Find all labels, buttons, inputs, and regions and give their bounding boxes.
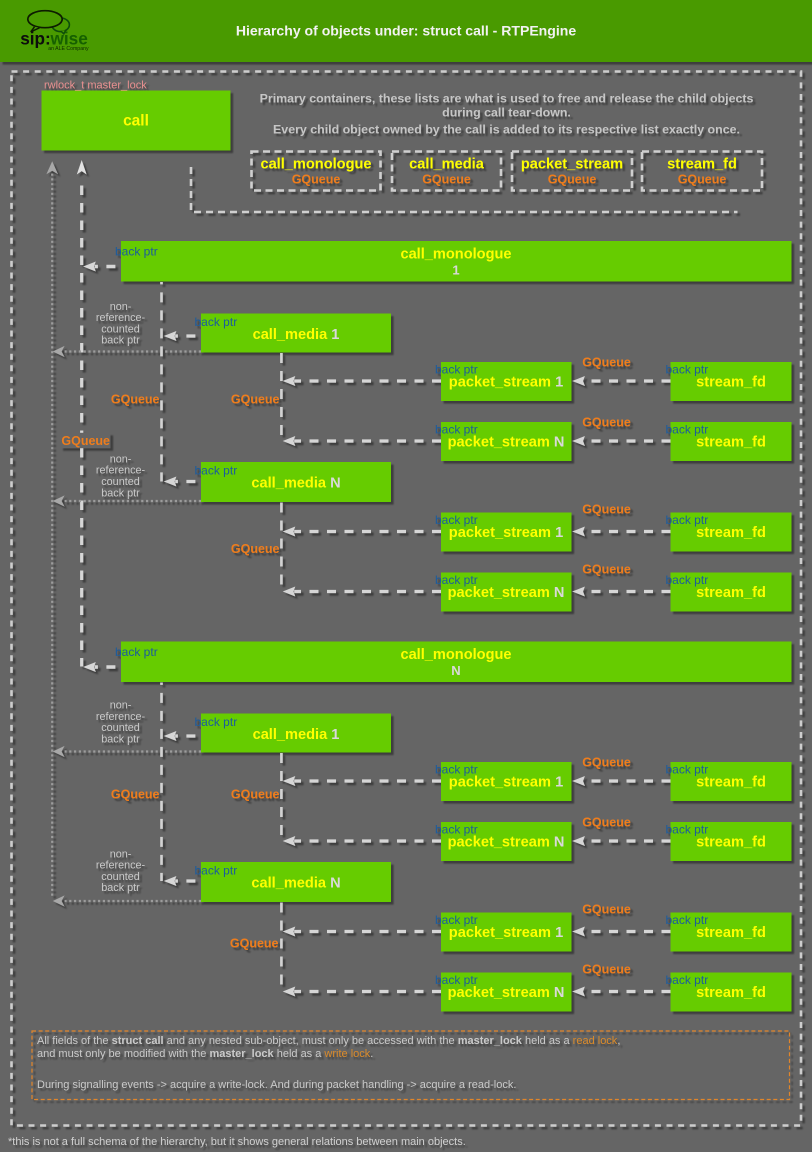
svg-text:reference-: reference-	[96, 711, 146, 723]
svg-text:stream_fd: stream_fd	[696, 925, 766, 941]
svg-text:Hierarchy of objects under: st: Hierarchy of objects under: struct call …	[236, 23, 577, 39]
svg-text:reference-: reference-	[96, 312, 146, 324]
svg-text:stream_fd: stream_fd	[696, 985, 766, 1001]
svg-text:GQueue: GQueue	[582, 962, 631, 976]
svg-text:an ALE Company: an ALE Company	[48, 46, 89, 52]
svg-text:back ptr: back ptr	[435, 423, 478, 437]
svg-text:back ptr: back ptr	[195, 864, 238, 878]
svg-text:GQueue: GQueue	[231, 392, 280, 406]
svg-text:call_media N: call_media N	[251, 475, 340, 491]
svg-text:non-: non-	[110, 453, 132, 465]
svg-text:GQueue: GQueue	[582, 355, 631, 369]
svg-text:back ptr: back ptr	[195, 315, 238, 329]
svg-text:back ptr: back ptr	[435, 763, 478, 777]
svg-text:reference-: reference-	[96, 860, 146, 872]
svg-text:reference-: reference-	[96, 465, 146, 477]
svg-text:back ptr: back ptr	[101, 733, 140, 745]
svg-text:counted: counted	[101, 476, 139, 488]
svg-text:non-: non-	[110, 848, 132, 860]
svg-text:GQueue: GQueue	[111, 787, 160, 801]
svg-text:back ptr: back ptr	[115, 244, 158, 258]
svg-text:GQueue: GQueue	[582, 415, 631, 429]
svg-text:Primary containers, these list: Primary containers, these lists are what…	[260, 92, 754, 106]
svg-text:stream_fd: stream_fd	[696, 374, 766, 390]
svg-text:call_media 1: call_media 1	[253, 327, 340, 343]
svg-text:GQueue: GQueue	[678, 172, 727, 186]
svg-text:back ptr: back ptr	[666, 973, 709, 987]
svg-text:back ptr: back ptr	[666, 513, 709, 527]
svg-text:back ptr: back ptr	[666, 823, 709, 837]
svg-text:back ptr: back ptr	[666, 363, 709, 377]
svg-text:GQueue: GQueue	[548, 172, 597, 186]
svg-text:back ptr: back ptr	[435, 823, 478, 837]
svg-text:GQueue: GQueue	[231, 542, 280, 556]
svg-text:sip:: sip:	[20, 28, 51, 48]
svg-text:packet_stream N: packet_stream N	[448, 834, 565, 850]
svg-text:stream_fd: stream_fd	[696, 834, 766, 850]
svg-text:packet_stream 1: packet_stream 1	[449, 774, 563, 790]
svg-text:call_monologue: call_monologue	[400, 247, 511, 263]
svg-text:counted: counted	[101, 722, 139, 734]
svg-text:GQueue: GQueue	[61, 434, 110, 448]
svg-text:GQueue: GQueue	[582, 755, 631, 769]
svg-text:GQueue: GQueue	[292, 172, 341, 186]
svg-text:GQueue: GQueue	[230, 936, 279, 950]
svg-text:packet_stream: packet_stream	[521, 156, 623, 172]
svg-text:packet_stream N: packet_stream N	[448, 585, 565, 601]
svg-text:All fields of the struct call: All fields of the struct call and any ne…	[37, 1035, 620, 1047]
svg-text:back ptr: back ptr	[195, 464, 238, 478]
svg-text:back ptr: back ptr	[666, 423, 709, 437]
svg-text:*this is not a full schema of: *this is not a full schema of the hierar…	[8, 1136, 466, 1148]
svg-text:stream_fd: stream_fd	[696, 525, 766, 541]
svg-text:non-: non-	[110, 301, 132, 313]
svg-text:counted: counted	[101, 323, 139, 335]
svg-text:back ptr: back ptr	[435, 913, 478, 927]
svg-text:N: N	[451, 663, 460, 678]
svg-text:During signalling events -> ac: During signalling events -> acquire a wr…	[37, 1079, 516, 1091]
svg-text:call_monologue: call_monologue	[400, 647, 511, 663]
svg-text:packet_stream N: packet_stream N	[448, 985, 565, 1001]
svg-text:back ptr: back ptr	[435, 973, 478, 987]
svg-text:back ptr: back ptr	[101, 882, 140, 894]
svg-text:call_media N: call_media N	[251, 875, 340, 891]
svg-text:packet_stream 1: packet_stream 1	[449, 925, 563, 941]
svg-text:GQueue: GQueue	[582, 562, 631, 576]
svg-text:back ptr: back ptr	[666, 913, 709, 927]
svg-text:GQueue: GQueue	[231, 787, 280, 801]
svg-text:call_media: call_media	[409, 156, 485, 172]
svg-text:back ptr: back ptr	[435, 363, 478, 377]
svg-text:call: call	[123, 113, 149, 130]
svg-text:GQueue: GQueue	[422, 172, 471, 186]
svg-text:back ptr: back ptr	[101, 487, 140, 499]
svg-text:wise: wise	[50, 28, 88, 48]
svg-text:GQueue: GQueue	[111, 392, 160, 406]
svg-text:and must only be modified with: and must only be modified with the maste…	[37, 1048, 373, 1060]
svg-text:packet_stream N: packet_stream N	[448, 434, 565, 450]
svg-text:stream_fd: stream_fd	[696, 434, 766, 450]
svg-text:during call tear-down.: during call tear-down.	[442, 106, 571, 120]
svg-text:packet_stream 1: packet_stream 1	[449, 525, 563, 541]
svg-text:Every child object owned by th: Every child object owned by the call is …	[273, 123, 740, 137]
svg-text:back ptr: back ptr	[435, 513, 478, 527]
svg-text:stream_fd: stream_fd	[696, 774, 766, 790]
svg-text:back ptr: back ptr	[115, 645, 158, 659]
svg-text:stream_fd: stream_fd	[667, 156, 737, 172]
svg-text:1: 1	[452, 263, 459, 278]
svg-text:stream_fd: stream_fd	[696, 585, 766, 601]
svg-text:back ptr: back ptr	[195, 715, 238, 729]
svg-text:packet_stream 1: packet_stream 1	[449, 374, 563, 390]
svg-text:call_media 1: call_media 1	[253, 727, 340, 743]
svg-text:non-: non-	[110, 700, 132, 712]
svg-text:rwlock_t master_lock: rwlock_t master_lock	[44, 80, 147, 92]
svg-text:GQueue: GQueue	[582, 815, 631, 829]
svg-text:back ptr: back ptr	[666, 763, 709, 777]
svg-text:back ptr: back ptr	[435, 573, 478, 587]
svg-text:counted: counted	[101, 871, 139, 883]
svg-text:back ptr: back ptr	[101, 335, 140, 347]
svg-text:GQueue: GQueue	[582, 502, 631, 516]
svg-text:call_monologue: call_monologue	[260, 156, 371, 172]
svg-text:back ptr: back ptr	[666, 573, 709, 587]
svg-text:GQueue: GQueue	[582, 902, 631, 916]
